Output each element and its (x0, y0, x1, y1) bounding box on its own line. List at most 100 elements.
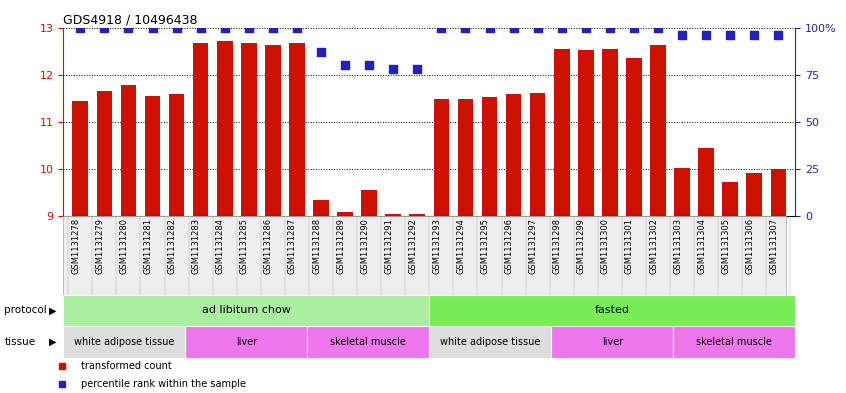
Bar (429, 295, 795, 326)
Text: GSM1131302: GSM1131302 (649, 218, 658, 274)
Text: GSM1131293: GSM1131293 (432, 218, 442, 274)
Text: protocol: protocol (4, 305, 47, 316)
Point (435, 24, 448, 31)
Text: GSM1131288: GSM1131288 (312, 218, 321, 274)
Text: GSM1131303: GSM1131303 (673, 218, 682, 274)
Point (314, 49, 327, 55)
Point (723, 32, 737, 38)
Text: skeletal muscle: skeletal muscle (696, 337, 772, 347)
Text: tissue: tissue (4, 337, 36, 347)
Text: white adipose tissue: white adipose tissue (74, 337, 174, 347)
Point (579, 24, 592, 31)
Text: GSM1131291: GSM1131291 (384, 218, 393, 274)
Point (459, 24, 472, 31)
Point (97, 24, 111, 31)
Point (338, 62, 352, 68)
Point (483, 24, 497, 31)
Bar (338, 212, 353, 216)
Bar (554, 49, 569, 216)
Bar (217, 41, 233, 216)
Text: skeletal muscle: skeletal muscle (331, 337, 406, 347)
Bar (746, 173, 762, 216)
Bar (241, 42, 256, 216)
Text: GSM1131279: GSM1131279 (96, 218, 104, 274)
Point (651, 24, 665, 31)
Point (507, 24, 520, 31)
Text: GSM1131282: GSM1131282 (168, 218, 177, 274)
Bar (673, 326, 795, 358)
Text: GSM1131292: GSM1131292 (409, 218, 417, 274)
Text: GSM1131280: GSM1131280 (119, 218, 129, 274)
Text: GDS4918 / 10496438: GDS4918 / 10496438 (63, 13, 198, 26)
Point (194, 24, 207, 31)
Point (290, 24, 304, 31)
Bar (386, 214, 401, 216)
Text: GSM1131287: GSM1131287 (288, 218, 297, 274)
Text: percentile rank within the sample: percentile rank within the sample (81, 379, 246, 389)
Text: GSM1131283: GSM1131283 (192, 218, 201, 274)
Text: GSM1131290: GSM1131290 (360, 218, 369, 274)
Point (603, 24, 617, 31)
Text: GSM1131278: GSM1131278 (71, 218, 80, 274)
Text: fasted: fasted (595, 305, 629, 316)
Bar (578, 50, 594, 216)
Bar (96, 91, 113, 216)
Text: liver: liver (236, 337, 257, 347)
Text: GSM1131289: GSM1131289 (336, 218, 345, 274)
Bar (674, 168, 690, 216)
Bar (193, 42, 208, 216)
Bar (307, 326, 429, 358)
Bar (458, 99, 473, 216)
Text: GSM1131301: GSM1131301 (625, 218, 634, 274)
Point (675, 32, 689, 38)
Text: ad libitum chow: ad libitum chow (202, 305, 291, 316)
Bar (63, 326, 185, 358)
Text: GSM1131281: GSM1131281 (144, 218, 152, 274)
Bar (698, 148, 714, 216)
Text: GSM1131304: GSM1131304 (697, 218, 706, 274)
Bar (722, 182, 738, 216)
Point (627, 24, 640, 31)
Bar (530, 93, 546, 216)
Bar (552, 326, 673, 358)
Text: transformed count: transformed count (81, 362, 172, 371)
Point (555, 24, 569, 31)
Point (122, 24, 135, 31)
Point (772, 32, 785, 38)
Bar (361, 190, 377, 216)
Bar (63, 295, 429, 326)
Bar (651, 46, 666, 216)
Bar (168, 94, 184, 216)
Text: GSM1131305: GSM1131305 (722, 218, 730, 274)
Text: GSM1131294: GSM1131294 (457, 218, 465, 274)
Bar (121, 85, 136, 216)
Text: GSM1131284: GSM1131284 (216, 218, 225, 274)
Text: GSM1131306: GSM1131306 (745, 218, 755, 274)
Bar (73, 101, 88, 216)
Text: ▶: ▶ (49, 305, 57, 316)
Text: GSM1131296: GSM1131296 (504, 218, 514, 274)
Point (146, 24, 159, 31)
Point (170, 24, 184, 31)
Bar (506, 94, 521, 216)
Point (266, 24, 280, 31)
Bar (313, 200, 329, 216)
Text: GSM1131286: GSM1131286 (264, 218, 273, 274)
Point (700, 32, 713, 38)
Text: GSM1131285: GSM1131285 (239, 218, 249, 274)
Bar (429, 326, 552, 358)
Text: white adipose tissue: white adipose tissue (440, 337, 541, 347)
Point (387, 66, 400, 72)
Bar (289, 42, 305, 216)
Text: GSM1131297: GSM1131297 (529, 218, 538, 274)
Bar (433, 99, 449, 216)
Bar (602, 49, 618, 216)
Point (410, 66, 424, 72)
Bar (265, 46, 281, 216)
Bar (481, 97, 497, 216)
Point (74, 24, 87, 31)
Bar (771, 169, 786, 216)
Bar (409, 214, 426, 216)
Text: GSM1131298: GSM1131298 (552, 218, 562, 274)
Point (362, 62, 376, 68)
